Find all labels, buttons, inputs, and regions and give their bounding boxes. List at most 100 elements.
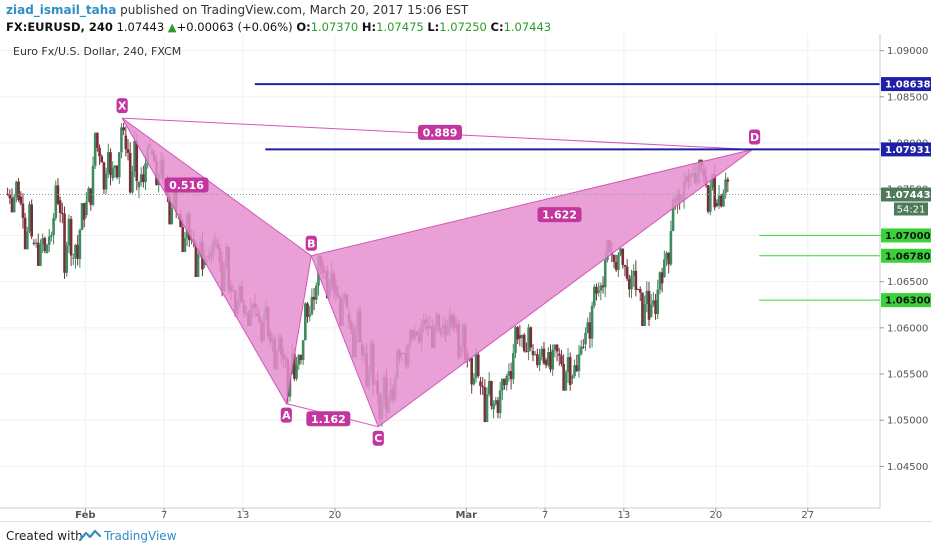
candle-body [15,181,18,197]
candle-body [632,270,635,276]
candle-body [120,127,123,153]
candle-body [78,229,82,259]
candle-body [599,285,603,291]
candle-body [562,363,565,391]
candle-up [632,264,635,287]
ratio-label-text: 1.622 [542,209,577,222]
candle-body [304,303,307,341]
candle-down [8,189,12,204]
candle-up [78,228,82,268]
point-label-a: A [280,407,292,423]
candle-body [706,185,710,212]
candle-up [669,220,673,267]
candle-down [544,357,548,369]
point-label-d-text: D [750,131,759,144]
candle-body [503,378,506,386]
candle-body [533,354,537,356]
candle-up [658,271,662,295]
candle-up [308,305,312,322]
candle-body [479,381,482,386]
point-label-c-bg [372,430,384,446]
candle-body [137,181,141,188]
high-value: 1.07475 [376,20,424,34]
candle-down [100,154,104,163]
candle-body [568,357,572,386]
candle-body [19,196,23,204]
tradingview-logo-icon[interactable] [79,529,101,543]
candle-up [649,294,653,318]
candle-body [43,238,47,252]
candlestick-chart[interactable]: 0.8890.5161.6221.162XABCD1.090001.085001… [0,0,932,521]
candle-body [671,199,675,232]
candle-body [628,278,631,290]
candle-down [509,362,513,390]
countdown-tag: 54:21 [894,202,928,216]
candle-up [579,339,583,356]
low-value: 1.07250 [439,20,487,34]
candle-body [144,163,147,183]
candle-down [490,380,493,410]
ratio-label-text: 0.516 [169,179,204,192]
candle-up [571,374,574,384]
candle-body [625,266,629,279]
candle-body [12,196,16,213]
point-label-d: D [748,129,761,145]
candle-body [641,292,644,326]
candle-down [706,184,710,214]
candle-body [529,327,533,348]
ratio-label: 1.622 [537,207,582,223]
candle-body [142,174,145,183]
level-price-tag-text: 1.06300 [885,296,931,307]
candle-body [614,261,618,270]
candle-down [6,187,9,196]
time-axis: Feb 7 13 20 Mar 7 13 20 27 [0,507,880,521]
candle-up [533,351,537,356]
candle-body [577,354,581,372]
candle-body [498,390,502,414]
candle-body [555,344,559,352]
time-tick-label: 27 [801,510,814,521]
candle-body [669,231,673,265]
level-price-tag: 1.06780 [881,248,931,263]
level-price-tag-bg [881,228,931,243]
candle-body [663,259,666,278]
candle-down [536,348,539,368]
candle-down [496,396,500,419]
author-link[interactable]: ziad_ismail_taha [6,3,117,17]
candle-body [601,285,605,288]
candle-up [551,344,554,376]
candle-body [553,344,557,350]
candle-body [93,132,97,166]
tradingview-brand-link[interactable]: TradingView [104,529,177,543]
candle-body [109,152,112,176]
candle-up [586,317,590,334]
candle-up [538,349,541,372]
candle-body [168,195,171,225]
price-change: +0.00063 (+0.06%) [176,20,293,34]
candle-down [715,199,719,208]
candle-body [476,354,480,376]
candle-body [312,296,316,300]
harmonic-pattern [121,117,753,428]
price-tick-label: 1.05000 [887,416,928,427]
candle-up [645,281,649,313]
ratio-label-text: 0.889 [423,126,458,139]
candle-down [522,332,526,353]
candle-body [194,242,198,278]
candle-up [170,203,174,225]
candle-down [628,274,631,298]
candle-down [562,354,565,391]
candle-down [625,259,629,282]
candle-up [28,201,31,234]
candle-up [139,167,143,187]
candle-body [17,181,20,201]
candle-up [15,180,18,203]
candle-body [71,257,75,259]
ratio-label-text: 1.162 [311,413,346,426]
candle-up [107,143,110,179]
candle-down [23,212,27,250]
candle-up [50,231,53,242]
ratio-label-bg [306,411,351,427]
point-label-c-text: C [374,432,382,445]
candle-up [577,344,581,378]
